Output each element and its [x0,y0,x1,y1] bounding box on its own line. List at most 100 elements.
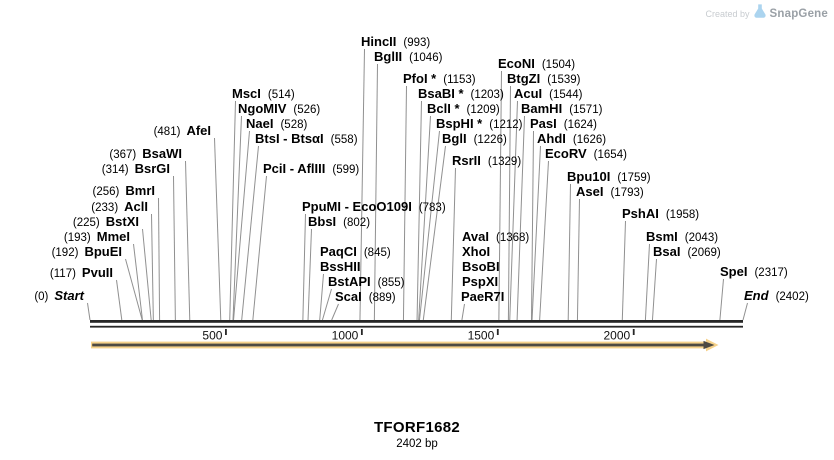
leader-line [233,130,250,321]
site-name: PciI - AflIII [263,161,326,176]
site-name: BstXI [105,214,139,229]
sequence-line-bottom [90,325,743,328]
leader-line [418,130,440,321]
site-label-scai: ScaI (889) [335,289,396,305]
site-label-bstxi: (225) BstXI [72,214,139,230]
leader-line [229,100,236,321]
site-position: (514) [267,89,295,101]
site-label-mmei: (193) MmeI [64,230,130,245]
site-name: BsaI [653,244,681,259]
site-position: (1759) [617,172,651,184]
site-name: BsaBI * [418,86,464,101]
site-label-pfoi: PfoI * (1153) [403,71,476,87]
leader-line [116,279,123,321]
site-label-pasi: PasI (1624) [530,117,597,132]
site-name: BamHI [521,101,563,116]
leader-line [359,48,365,321]
site-name: BsoBI [462,259,500,274]
site-name: BmrI [125,183,155,198]
snapgene-logo-icon [753,4,766,23]
site-position: (233) [91,202,119,214]
leader-line [461,303,465,321]
site-name: BssHII [320,259,361,274]
snapgene-wordmark: SnapGene [769,7,828,20]
site-name: SpeI [720,264,748,279]
site-label-pshai: PshAI (1958) [622,207,700,222]
site-label-rsrii: RsrII (1329) [452,154,522,169]
site-label-bcli: BclI * (1209) [427,102,500,117]
site-position: (889) [368,292,396,304]
leader-line [158,197,161,321]
leader-line [531,145,541,321]
site-name: EcoRV [545,146,587,161]
site-position: (802) [343,217,371,229]
title-block: TFORF1682 2402 bp [0,419,834,450]
site-name: NaeI [246,116,274,131]
site-label-spei: SpeI (2317) [720,264,788,280]
leader-line [302,213,306,321]
site-position: (1539) [547,74,581,86]
sequence-title: TFORF1682 [373,419,461,436]
site-label-hincii: HincII (993) [361,35,431,50]
site-label-econi: EcoNI (1504) [498,57,575,72]
leader-line [621,220,626,321]
site-label-pciiafliii: PciI - AflIII (599) [263,161,359,177]
site-name: Start [54,288,84,303]
ruler-tick [632,329,635,335]
site-position: (1203) [470,89,504,101]
site-label-acli: (233) AclI [91,200,148,215]
site-name: BtgZI [507,71,541,86]
site-label-bgli: BglI (1226) [442,132,507,147]
site-position: (558) [330,134,358,146]
site-name: ScaI [335,289,362,304]
leader-line [576,198,580,321]
orf-arrow-core-head [703,340,715,350]
site-label-start: (0) Start [34,288,84,304]
site-position: (225) [72,217,100,229]
site-name: BpuEI [84,244,122,259]
leader-line [319,273,324,321]
site-position: (0) [34,291,49,303]
leader-line [321,288,332,321]
site-position: (1571) [569,104,603,116]
site-label-bbsi: BbsI (802) [308,215,371,230]
ruler-tick [496,329,499,335]
site-name: PpuMI - EcoO109I [302,199,412,214]
site-position: (783) [418,202,446,214]
leader-line [719,278,724,321]
leader-line [402,85,407,321]
site-position: (993) [403,37,431,49]
site-name: AfeI [186,123,211,138]
site-position: (1329) [487,156,522,168]
site-position: (2402) [775,291,809,303]
site-label-paer7i: PaeR7I [461,290,504,304]
site-label-bamhi: BamHI (1571) [521,101,603,117]
leader-line [331,303,339,321]
leader-line [567,183,571,321]
leader-line [373,63,378,321]
site-name: PaqCI [320,244,357,259]
site-label-bsphi: BspHI * (1212) [436,117,522,132]
leader-line [232,115,242,321]
site-name: PaeR7I [461,289,505,304]
site-name: BtsI - BtsαI [255,131,324,146]
leader-line [142,228,152,321]
site-label-asei: AseI (1793) [576,185,644,200]
site-name: NgoMIV [238,101,287,116]
site-label-pspxi: PspXI [462,275,498,289]
site-name: AhdI [537,131,566,146]
site-label-bstapi: BstAPI (855) [328,275,404,290]
site-position: (1544) [549,89,583,101]
orf-arrow-core [92,343,704,347]
watermark: Created by SnapGene [705,4,828,23]
site-label-bsobi: BsoBI [462,260,500,274]
site-position: (1958) [665,209,700,221]
leader-line [651,258,657,321]
site-position: (1624) [563,119,597,131]
site-name: PfoI * [403,71,437,86]
site-name: PvuII [81,265,113,280]
leader-line [498,70,502,321]
leader-line [252,175,267,321]
